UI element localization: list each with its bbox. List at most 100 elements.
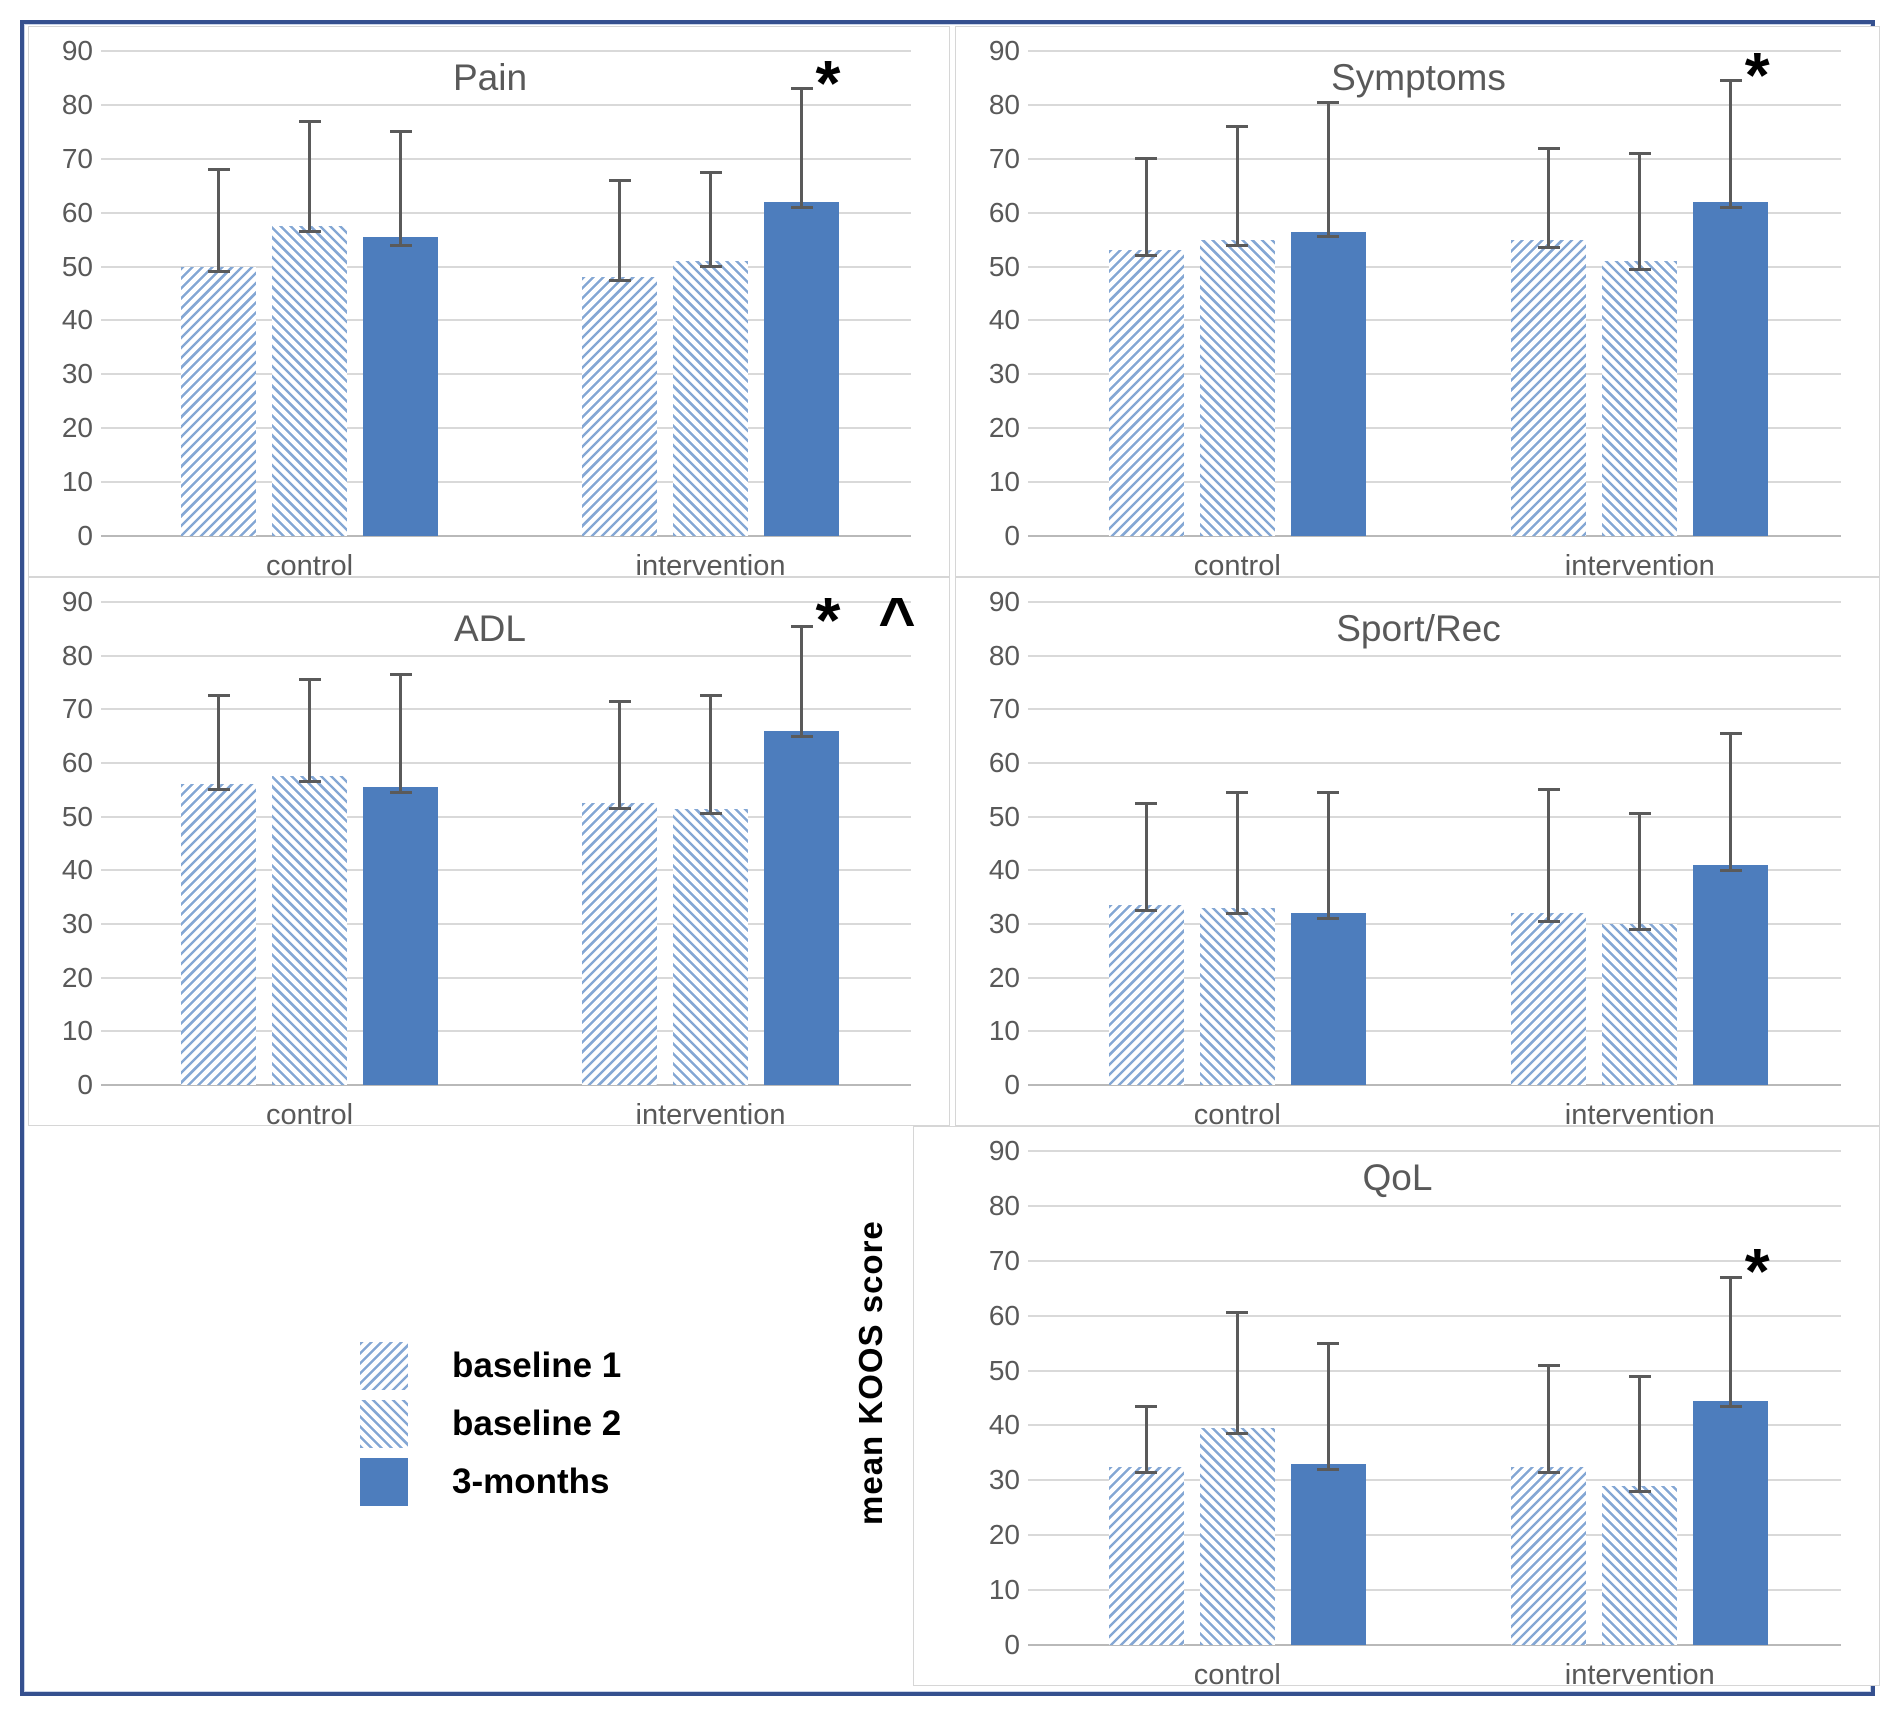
- x-axis-label-intervention: intervention: [635, 1099, 786, 1131]
- gridline-70: [101, 157, 911, 160]
- bar-baseline-1-control: [181, 784, 256, 1085]
- error-cap-top-3-months-intervention: [1719, 79, 1742, 83]
- y-tick-label-60: 60: [988, 1299, 1020, 1331]
- bar-baseline-2-control: [272, 776, 347, 1085]
- bar-baseline-2-intervention: [673, 261, 748, 536]
- gridline-60: [1028, 762, 1841, 764]
- gridline-0: [1028, 1084, 1841, 1086]
- y-tick-label-80: 80: [988, 88, 1020, 120]
- gridline-30: [1028, 373, 1841, 376]
- error-cap-bottom-baseline-2-control: [1226, 243, 1249, 247]
- y-tick-label-10: 10: [988, 466, 1020, 498]
- error-cap-bottom-baseline-1-control: [1135, 909, 1158, 913]
- gridline-80: [1028, 103, 1841, 106]
- error-cap-top-3-months-intervention: [790, 624, 813, 628]
- bar-baseline-2-intervention: [673, 808, 748, 1085]
- y-tick-label-40: 40: [988, 304, 1020, 336]
- error-bar-baseline-1-intervention: [1547, 789, 1551, 922]
- error-cap-top-baseline-2-intervention: [1628, 151, 1651, 155]
- chart-panel-sport-rec: Sport/Rec 90 80 70 60 50 40 30 20 10 0 control inter…: [955, 577, 1880, 1131]
- y-tick-label-0: 0: [1004, 1069, 1020, 1100]
- bar-baseline-1-intervention: [582, 803, 657, 1085]
- y-tick-label-0: 0: [1004, 1629, 1020, 1660]
- error-cap-bottom-baseline-1-intervention: [1537, 246, 1560, 250]
- legend-label-3-months: 3-months: [452, 1462, 610, 1501]
- gridline-20: [1028, 1534, 1841, 1537]
- bar-baseline-2-intervention: [1602, 1485, 1678, 1645]
- gridline-40: [101, 869, 911, 872]
- bar-baseline-1-intervention: [1511, 239, 1587, 536]
- gridline-80: [101, 103, 911, 106]
- error-bar-3-months-intervention: [1729, 80, 1733, 208]
- error-cap-top-3-months-control: [389, 130, 412, 134]
- gridline-60: [1028, 211, 1841, 214]
- x-axis-label-intervention: intervention: [1564, 550, 1715, 582]
- chart-panel-pain: Pain 90 80 70 60 50 40 30 20 10 0 control interventi…: [28, 26, 950, 582]
- error-bar-baseline-2-control: [308, 121, 311, 232]
- y-tick-label-50: 50: [61, 250, 93, 282]
- legend-swatch-baseline-2-hatch-back: [360, 1400, 408, 1448]
- y-tick-label-10: 10: [61, 1015, 93, 1047]
- significance-annotation-qol: *: [1744, 1235, 1780, 1308]
- bar-3-months-control: [1290, 913, 1366, 1085]
- legend-item-baseline-1: baseline 1: [360, 1342, 621, 1390]
- error-bar-3-months-intervention: [1729, 1277, 1733, 1407]
- y-tick-label-50: 50: [988, 800, 1020, 832]
- gridline-20: [1028, 976, 1841, 979]
- bar-baseline-2-control: [1199, 239, 1275, 536]
- gridline-90: [101, 50, 911, 52]
- chart-panel-qol: QoL 90 80 70 60 50 40 30 20 10 0 control interventio…: [913, 1126, 1880, 1691]
- legend-item-3-months: 3-months: [360, 1458, 621, 1506]
- gridline-20: [101, 427, 911, 430]
- gridline-40: [1028, 1424, 1841, 1427]
- gridline-50: [1028, 1369, 1841, 1372]
- y-tick-label-70: 70: [61, 693, 93, 725]
- gridline-30: [101, 923, 911, 925]
- bar-3-months-intervention: [764, 730, 839, 1085]
- gridline-0: [101, 1084, 911, 1086]
- error-cap-bottom-3-months-intervention: [1719, 1404, 1742, 1408]
- error-bar-3-months-intervention: [1729, 733, 1733, 871]
- gridline-20: [1028, 427, 1841, 430]
- bar-3-months-intervention: [1693, 1400, 1769, 1645]
- bar-baseline-1-control: [1108, 905, 1184, 1085]
- significance-annotation-adl: * ^: [815, 584, 926, 657]
- error-cap-top-baseline-1-control: [207, 168, 230, 172]
- y-tick-label-90: 90: [61, 586, 93, 617]
- y-tick-label-80: 80: [988, 639, 1020, 671]
- error-cap-top-baseline-2-control: [298, 119, 321, 123]
- error-cap-top-baseline-1-intervention: [1537, 788, 1560, 792]
- error-bar-baseline-2-control: [308, 679, 311, 782]
- gridline-90: [101, 601, 911, 603]
- error-bar-baseline-2-intervention: [709, 695, 712, 814]
- error-cap-bottom-baseline-2-intervention: [1628, 927, 1651, 931]
- error-bar-baseline-2-intervention: [1638, 1376, 1642, 1492]
- y-tick-label-50: 50: [61, 800, 93, 832]
- bar-baseline-2-control: [1199, 1428, 1275, 1645]
- chart-title-symptoms: Symptoms: [1331, 57, 1506, 98]
- y-tick-label-70: 70: [988, 142, 1020, 174]
- bar-baseline-2-control: [272, 226, 347, 536]
- error-cap-top-3-months-intervention: [790, 87, 813, 91]
- error-cap-top-baseline-2-control: [1226, 1311, 1249, 1315]
- error-bar-baseline-1-control: [1144, 158, 1148, 256]
- y-tick-label-60: 60: [61, 747, 93, 778]
- y-tick-label-0: 0: [77, 520, 93, 551]
- error-bar-baseline-1-intervention: [1547, 148, 1551, 248]
- error-cap-bottom-baseline-1-control: [1135, 254, 1158, 258]
- gridline-60: [1028, 1314, 1841, 1317]
- gridline-60: [101, 211, 911, 214]
- legend-item-baseline-2: baseline 2: [360, 1400, 621, 1448]
- error-cap-bottom-3-months-control: [389, 243, 412, 247]
- chart-title-pain: Pain: [452, 57, 528, 98]
- bar-3-months-intervention: [764, 201, 839, 536]
- bar-baseline-2-control: [1199, 907, 1275, 1085]
- error-cap-bottom-3-months-intervention: [790, 734, 813, 738]
- legend-label-baseline-2: baseline 2: [452, 1404, 622, 1443]
- gridline-10: [1028, 1589, 1841, 1592]
- error-cap-top-baseline-1-control: [1135, 1404, 1158, 1408]
- error-bar-baseline-2-control: [1235, 126, 1239, 245]
- error-cap-top-baseline-1-intervention: [1537, 146, 1560, 150]
- error-bar-baseline-2-control: [1235, 1312, 1239, 1434]
- chart-title-adl: ADL: [454, 608, 526, 649]
